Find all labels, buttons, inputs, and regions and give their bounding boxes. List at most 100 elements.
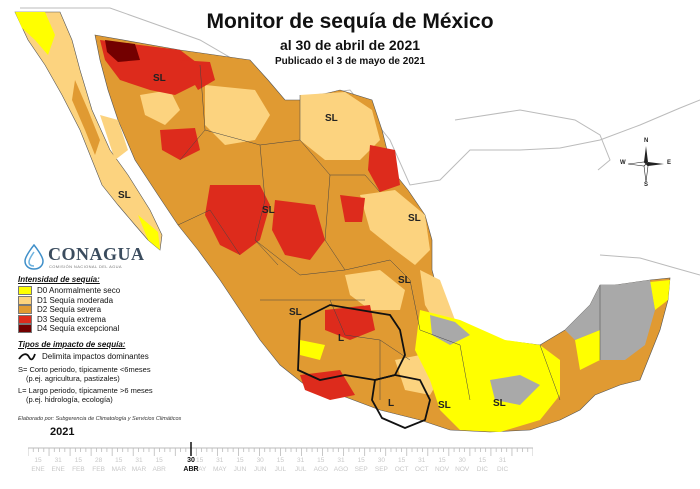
legend-intensity-title: Intensidad de sequía: xyxy=(18,275,100,284)
short-period-example: (p.ej. agricultura, pastizales) xyxy=(26,373,120,383)
timeline-month-label: JUL xyxy=(274,466,287,473)
timeline-day-label: 15 xyxy=(357,457,365,464)
timeline-month-label: DIC xyxy=(496,466,509,473)
region-label: SL xyxy=(493,398,506,409)
current-month: ABR xyxy=(183,466,199,473)
timeline-day-label: 30 xyxy=(256,457,264,464)
region-label: SL xyxy=(153,73,166,84)
impact-boundary-1 xyxy=(297,304,406,381)
logo-text: CONAGUA xyxy=(48,244,145,264)
timeline-day-label: 15 xyxy=(115,457,123,464)
baja-d0 xyxy=(15,12,55,55)
timeline-day-label: 31 xyxy=(296,457,305,464)
credit-text: Elaborado por: Subgerencia de Climatolog… xyxy=(18,416,182,422)
region-label: SL xyxy=(118,190,131,201)
timeline-day-label: 28 xyxy=(94,457,103,464)
region-label: SL xyxy=(408,213,421,224)
timeline-month-label: AGO xyxy=(333,466,349,473)
current-day: 30 xyxy=(187,457,195,464)
short-period-text: S= Corto periodo, típicamente <6meses xyxy=(18,364,151,374)
timeline-day-label: 15 xyxy=(276,457,284,464)
timeline-day-label: 15 xyxy=(155,457,163,464)
timeline-day-label: 15 xyxy=(478,457,486,464)
impact-boundary-2 xyxy=(371,374,431,429)
timeline-day-label: 15 xyxy=(34,457,42,464)
timeline-month-label: MAR xyxy=(131,466,147,473)
impact-line-label: Delimita impactos dominantes xyxy=(42,351,149,361)
timeline-day-label: 15 xyxy=(438,457,446,464)
d4-area xyxy=(105,40,140,62)
legend-swatch xyxy=(18,305,32,315)
timeline-month-label: SEP xyxy=(374,466,388,473)
timeline-month-label: FEB xyxy=(72,466,85,473)
timeline-month-label: OCT xyxy=(394,466,409,473)
timeline-day-label: 15 xyxy=(195,457,204,464)
timeline-month-label: MAY xyxy=(212,466,227,473)
compass-s: S xyxy=(644,182,649,188)
legend-item: D3 Sequía extrema xyxy=(18,314,208,325)
impact-line-icon xyxy=(18,353,36,361)
d3-areas xyxy=(100,40,400,400)
legend-label: D4 Sequía excepcional xyxy=(37,324,120,334)
timeline-day-label: 15 xyxy=(397,457,406,464)
timeline-day-label: 31 xyxy=(498,457,507,464)
long-period-text: L= Largo periodo, típicamente >6 meses xyxy=(18,385,153,395)
timeline-day-label: 31 xyxy=(54,457,62,464)
timeline-year: 2021 xyxy=(50,426,75,438)
timeline-day-label: 15 xyxy=(317,457,325,464)
region-label: SL xyxy=(289,307,302,318)
timeline-day-label: 31 xyxy=(135,457,143,464)
timeline-day-label: 30 xyxy=(458,457,466,464)
timeline-day-label: 31 xyxy=(418,457,426,464)
baja-d2 xyxy=(72,80,100,155)
timeline-month-label: FEB xyxy=(92,466,105,473)
timeline-month-label: SEP xyxy=(354,466,368,473)
region-label: SL xyxy=(325,113,338,124)
timeline-month-label: JUN xyxy=(233,466,247,473)
timeline-month-label: JUN xyxy=(253,466,267,473)
timeline-month-label: NOV xyxy=(434,466,450,473)
logo-tagline: COMISIÓN NACIONAL DEL AGUA xyxy=(49,264,123,269)
legend-impact-title: Tipos de impacto de sequía: xyxy=(18,339,126,349)
compass-rose: N S W E xyxy=(620,138,672,190)
timeline-month-label: NOV xyxy=(455,466,470,473)
legend-item: D1 Sequía moderada xyxy=(18,295,208,306)
legend: Intensidad de sequía: D0 Anormalmente se… xyxy=(18,275,208,404)
timeline-day-label: 31 xyxy=(337,457,345,464)
baja-d0-south xyxy=(138,215,160,250)
timeline-month-label: AGO xyxy=(313,466,329,473)
legend-item: D4 Sequía excepcional xyxy=(18,324,208,334)
timeline-month-label: ENE xyxy=(51,466,65,473)
legend-label: D1 Sequía moderada xyxy=(37,295,114,305)
legend-swatch xyxy=(18,295,32,305)
legend-swatch xyxy=(18,314,32,324)
florida-outline xyxy=(454,109,611,171)
legend-long-note: L= Largo periodo, típicamente >6 meses (… xyxy=(18,386,208,404)
timeline-month-label: MAR xyxy=(111,466,127,473)
timeline-month-label: ENE xyxy=(31,466,45,473)
timeline-day-label: 15 xyxy=(236,457,244,464)
published-date: Publicado el 3 de mayo de 2021 xyxy=(274,56,426,67)
map-title: Monitor de sequía de México xyxy=(206,10,494,33)
timeline-month-label: DIC xyxy=(476,466,488,473)
timeline-month-label: JUL xyxy=(294,466,307,473)
conagua-logo: CONAGUA COMISIÓN NACIONAL DEL AGUA xyxy=(22,243,162,270)
legend-label: D0 Anormalmente seco xyxy=(37,286,121,296)
timeline-month-label: ABR xyxy=(152,466,166,473)
region-label: L xyxy=(338,333,345,344)
legend-impact-line: Delimita impactos dominantes xyxy=(18,351,208,362)
legend-label: D3 Sequía extrema xyxy=(37,314,106,324)
long-period-example: (p.ej. hidrología, ecología) xyxy=(26,394,113,404)
legend-label: D2 Sequía severa xyxy=(37,305,102,315)
compass-e: E xyxy=(667,160,672,166)
compass-n: N xyxy=(644,138,649,144)
legend-swatch xyxy=(18,286,32,296)
timeline-bar xyxy=(28,442,533,456)
region-label: SL xyxy=(398,275,411,286)
compass-icon xyxy=(627,146,664,183)
legend-item: D0 Anormalmente seco xyxy=(18,286,208,296)
state-boundaries xyxy=(177,64,601,401)
timeline-month-label: MAY xyxy=(192,466,207,473)
timeline-day-label: 30 xyxy=(377,457,385,464)
